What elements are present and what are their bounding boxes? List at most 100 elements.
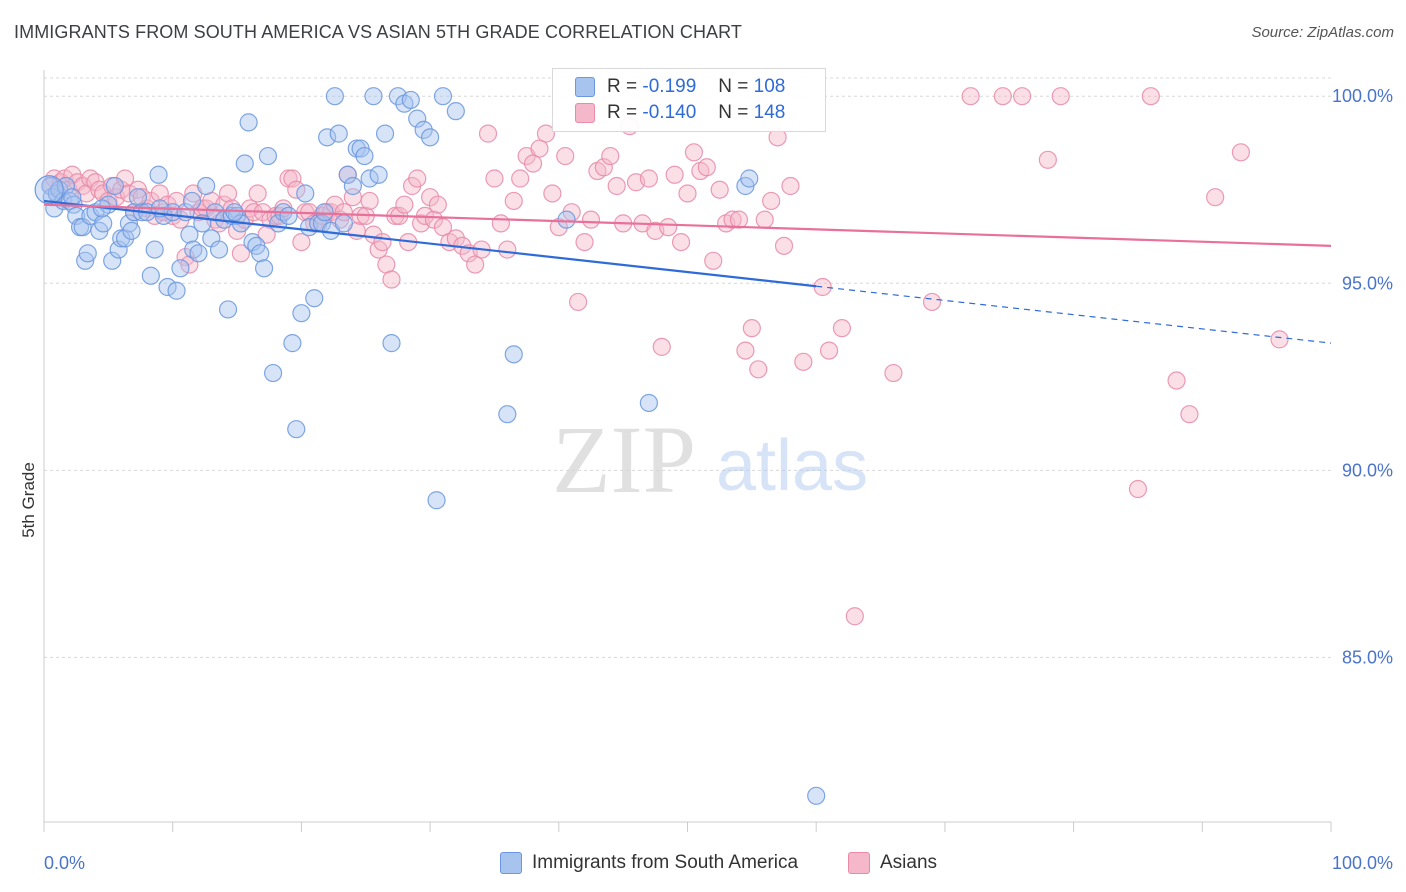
asians-point xyxy=(813,277,832,297)
south-america-point xyxy=(305,289,324,308)
asians-point xyxy=(678,184,697,203)
south-america-point xyxy=(115,229,135,248)
asians-point xyxy=(736,341,755,360)
south-america-point xyxy=(167,281,186,300)
south-america-point xyxy=(360,169,379,188)
asians-point xyxy=(607,176,626,196)
south-america-point xyxy=(740,169,759,188)
south-america-point xyxy=(287,420,306,439)
south-america-point xyxy=(325,87,344,106)
source-label: Source: ZipAtlas.com xyxy=(1251,24,1394,41)
asians-point xyxy=(684,143,704,162)
south-america-point xyxy=(338,165,357,184)
south-america-point xyxy=(258,146,278,166)
south-america-point xyxy=(180,225,199,244)
asians-point xyxy=(511,169,530,188)
series-asians-points xyxy=(41,87,1289,626)
trend-line-dashed-0 xyxy=(816,285,1332,344)
south-america-point xyxy=(639,393,658,413)
asians-point xyxy=(781,176,800,196)
legend-r-value-blue: -0.199 xyxy=(642,76,697,97)
south-america-point xyxy=(76,251,95,270)
asians-point xyxy=(218,184,238,203)
south-america-point xyxy=(557,210,576,229)
trend-line-solid-0 xyxy=(43,199,817,288)
legend-n-label-pink: N = xyxy=(718,102,749,123)
asians-point xyxy=(774,236,794,255)
asians-point xyxy=(1141,87,1160,106)
asians-point xyxy=(421,188,440,207)
asians-point xyxy=(478,124,498,143)
asians-point xyxy=(594,158,613,177)
legend-item-south-america: Immigrants from South America xyxy=(500,852,798,874)
asians-point xyxy=(794,352,813,371)
asians-point xyxy=(755,210,774,229)
south-america-point xyxy=(364,87,383,106)
y-tick-labels: 85.0% 90.0% 95.0% 100.0% xyxy=(1332,86,1393,667)
south-america-point xyxy=(149,165,168,184)
south-america-point xyxy=(56,176,75,196)
asians-point xyxy=(1128,479,1148,499)
asians-point xyxy=(729,210,749,229)
south-america-point xyxy=(122,221,141,240)
asians-point xyxy=(581,210,601,229)
asians-point xyxy=(1167,371,1186,390)
asians-point xyxy=(704,251,723,270)
south-america-point xyxy=(254,259,274,278)
south-america-point xyxy=(78,244,97,263)
south-america-point xyxy=(103,251,122,270)
asians-point xyxy=(845,607,864,626)
legend-r-label-pink: R = xyxy=(607,102,638,123)
trend-line-solid-1 xyxy=(43,203,1332,247)
asians-point xyxy=(549,218,568,237)
asians-point xyxy=(485,169,504,188)
asians-point xyxy=(536,124,556,143)
x-tick-labels: 0.0% 100.0% xyxy=(44,853,1393,873)
asians-point xyxy=(1231,143,1251,162)
south-america-point xyxy=(225,203,244,222)
legend-row-pink: R = -0.140 N = 148 xyxy=(575,101,785,125)
asians-point xyxy=(498,240,517,259)
south-america-point xyxy=(401,90,420,110)
south-america-point xyxy=(334,214,353,233)
asians-point xyxy=(1038,150,1057,169)
south-america-point xyxy=(239,113,258,132)
asians-point xyxy=(1206,188,1225,207)
asians-point xyxy=(575,232,594,252)
legend-r-label-blue: R = xyxy=(607,76,638,97)
asians-point xyxy=(961,87,980,106)
asians-point xyxy=(408,169,427,188)
legend-swatch-south-america xyxy=(500,852,522,874)
south-america-point xyxy=(375,124,395,143)
asians-point xyxy=(922,292,942,312)
y-tick-label-0: 85.0% xyxy=(1342,647,1393,667)
asians-point xyxy=(491,214,510,233)
asians-point xyxy=(819,341,839,360)
asians-point xyxy=(601,146,620,166)
south-america-point xyxy=(296,184,315,203)
legend-n-value-blue: 108 xyxy=(753,76,786,97)
south-america-point xyxy=(408,109,427,128)
asians-point xyxy=(639,169,658,188)
series-legend: Immigrants from South America Asians xyxy=(0,852,1406,878)
south-america-point xyxy=(67,206,86,226)
south-america-point xyxy=(343,176,362,196)
asians-point xyxy=(742,319,761,338)
asians-point xyxy=(543,184,562,203)
south-america-point xyxy=(807,786,826,805)
south-america-point xyxy=(171,259,190,278)
asians-point xyxy=(523,154,543,173)
correlation-legend: R = -0.199 N = 108 R = -0.140 N = 148 xyxy=(552,68,826,132)
south-america-point xyxy=(421,128,440,147)
south-america-point xyxy=(355,146,374,166)
south-america-point xyxy=(446,102,465,121)
south-america-point xyxy=(504,345,523,364)
south-america-point xyxy=(105,176,124,196)
south-america-point xyxy=(263,363,283,383)
asians-point xyxy=(1270,330,1289,349)
south-america-point xyxy=(209,240,229,259)
watermark-zip: ZIP xyxy=(552,406,696,513)
x-tick-label-0: 0.0% xyxy=(44,853,85,873)
south-america-point xyxy=(189,244,208,263)
legend-swatch-blue xyxy=(575,77,595,97)
